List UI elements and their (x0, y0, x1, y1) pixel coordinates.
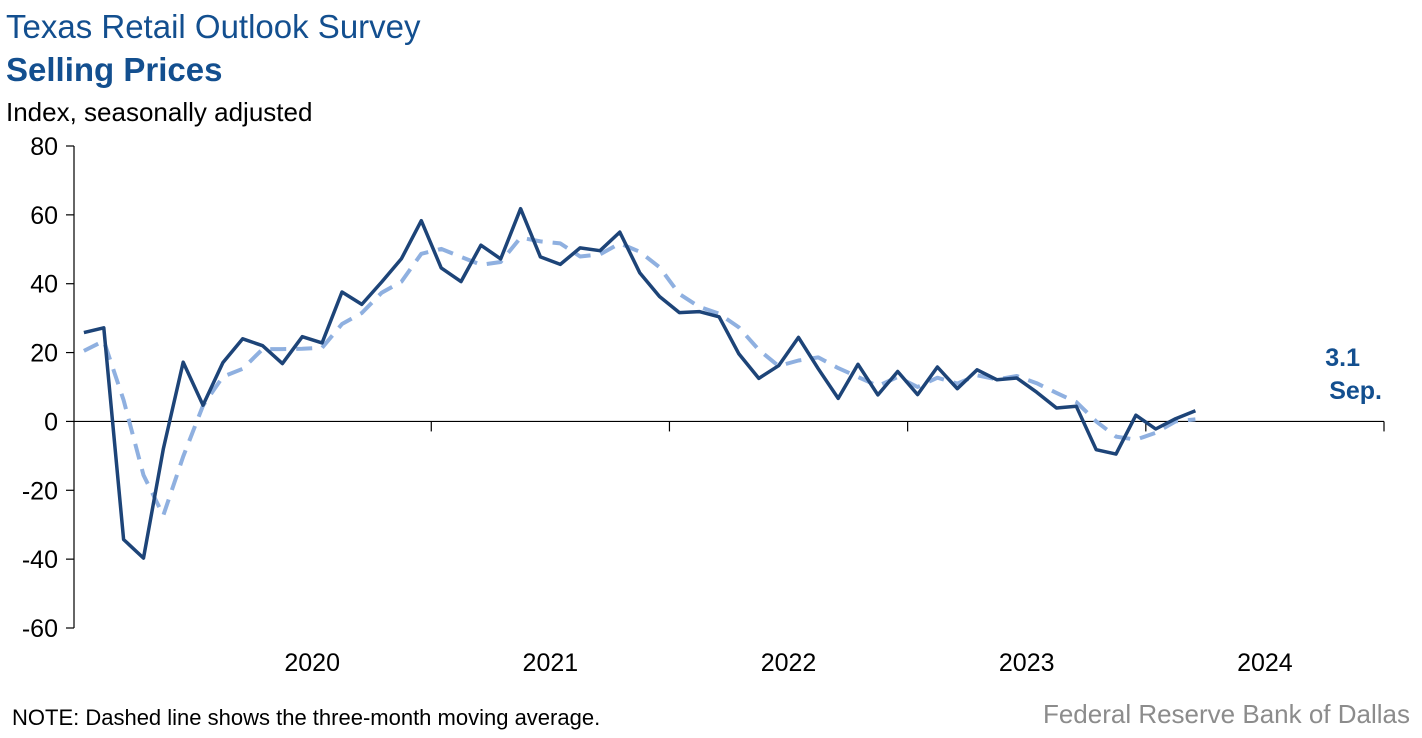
chart-subtitle: Selling Prices (6, 51, 223, 88)
y-axis-units: Index, seasonally adjusted (6, 97, 313, 127)
source-credit: Federal Reserve Bank of Dallas (1042, 699, 1410, 729)
x-tick-label: 2022 (761, 649, 817, 677)
series-moving-average-line (83, 235, 1196, 518)
end-value-label: 3.1 (1325, 344, 1360, 372)
chart-title: Texas Retail Outlook Survey (6, 8, 421, 45)
x-tick-label: 2021 (523, 649, 579, 677)
x-tick-label: 2020 (284, 649, 340, 677)
y-tick-label: -20 (22, 477, 58, 505)
y-tick-label: 20 (30, 340, 58, 368)
y-tick-label: 60 (30, 202, 58, 230)
y-tick-label: 80 (30, 133, 58, 161)
x-tick-label: 2023 (999, 649, 1055, 677)
y-tick-label: -40 (22, 546, 58, 574)
y-tick-label: 40 (30, 271, 58, 299)
x-tick-label: 2024 (1237, 649, 1293, 677)
series-selling-prices-line (83, 206, 1197, 560)
end-month-label: Sep. (1329, 377, 1382, 405)
y-tick-label: 0 (44, 408, 58, 436)
y-tick-label: -60 (22, 615, 58, 643)
footnote: NOTE: Dashed line shows the three-month … (12, 705, 601, 730)
